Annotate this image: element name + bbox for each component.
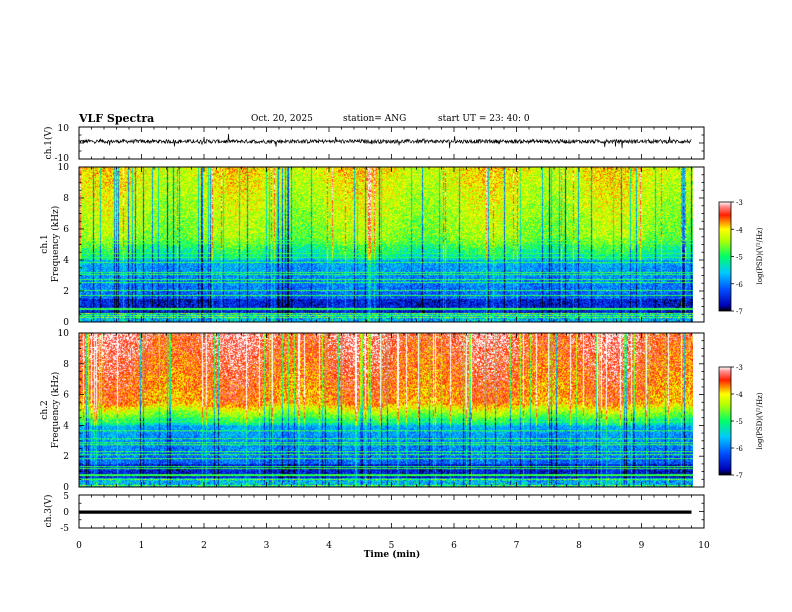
ch2-spectrogram-ylabel-channel: ch.2 [40, 400, 50, 419]
colorbar-ch1-gradient [718, 201, 732, 312]
ch1-spectrogram-ytick-label: 0 [63, 318, 69, 328]
ch2-spectrogram-ytick-label: 10 [58, 329, 70, 339]
ch1-spectrogram-ytick-label: 4 [63, 256, 69, 266]
colorbar-ch2-tick-label: -7 [736, 472, 743, 480]
ch2-spectrogram-panel: 0 2 4 6 8 10 ch.2 Frequency (kHz) [40, 329, 705, 493]
colorbar-ch2-tick-label: -5 [736, 418, 743, 426]
ch1-waveform-ylabel: ch.1(V) [43, 127, 54, 160]
colorbar-ch2-ticks: -3 -4 -5 -6 -7 [731, 364, 743, 480]
ch1-waveform-panel: 10 -10 ch.1(V) [43, 124, 705, 164]
colorbar-ch2: -3 -4 -5 -6 -7 log(PSD)(V²/Hz) [718, 364, 764, 480]
colorbar-ch1-label: log(PSD)(V²/Hz) [756, 227, 764, 284]
colorbar-ch1: -3 -4 -5 -6 -7 log(PSD)(V²/Hz) [718, 199, 764, 316]
date-label: Oct. 20, 2025 [251, 114, 313, 124]
x-axis-tick-label: 3 [264, 541, 270, 551]
ch3-ytick-bottom: -5 [60, 524, 69, 534]
colorbar-ch1-ticks: -3 -4 -5 -6 -7 [731, 199, 743, 316]
chart-title: VLF Spectra [79, 112, 155, 125]
colorbar-ch2-tick-label: -3 [736, 364, 743, 372]
colorbar-ch1-tick-label: -5 [736, 254, 743, 262]
ch2-spectrogram-ytick-label: 2 [63, 452, 69, 462]
ch3-waveform-panel: 5 0 -5 ch.3(V) [43, 492, 705, 534]
colorbar-ch1-tick-label: -7 [736, 308, 743, 316]
x-axis-tick-label: 2 [201, 541, 207, 551]
ch1-spectrogram-ytick-label: 8 [63, 194, 69, 204]
ch3-waveform-ylabel: ch.3(V) [43, 495, 54, 528]
ch3-ytick-mid: 0 [63, 508, 69, 518]
ch2-spectrogram-ytick-label: 8 [63, 360, 69, 370]
ch3-ytick-top: 5 [63, 492, 69, 502]
ch2-spectrogram-ticks: 0 2 4 6 8 10 [58, 329, 705, 493]
ch1-spectrogram-panel: 0 2 4 6 8 10 ch.1 Frequency (kHz) [40, 163, 705, 328]
x-axis-tick-label: 7 [514, 541, 520, 551]
x-axis-label: Time (min) [364, 549, 421, 560]
ch2-spectrogram-ytick-label: 6 [63, 391, 69, 401]
colorbar-ch2-gradient [718, 366, 732, 476]
start-time-label: start UT = 23: 40: 0 [438, 114, 530, 124]
x-axis-tick-label: 4 [326, 541, 332, 551]
ch1-spectrogram-ticks: 0 2 4 6 8 10 [58, 163, 705, 328]
ch1-spectrogram-ylabel-channel: ch.1 [40, 234, 50, 253]
colorbar-ch1-tick-label: -4 [736, 226, 743, 234]
ch1-waveform-ticks [78, 126, 705, 160]
colorbar-ch1-tick-label: -3 [736, 199, 743, 207]
ch1-ytick-top: 10 [58, 124, 70, 134]
x-axis-tick-label: 1 [139, 541, 145, 551]
x-axis-tick-label: 9 [639, 541, 645, 551]
ch2-spectrogram-ytick-label: 4 [63, 421, 69, 431]
station-label: station= ANG [343, 114, 407, 124]
x-axis-tick-label: 6 [451, 541, 457, 551]
colorbar-ch2-tick-label: -6 [736, 445, 743, 453]
x-axis-tick-label: 0 [76, 541, 82, 551]
colorbar-ch1-tick-label: -6 [736, 281, 743, 289]
colorbar-ch2-label: log(PSD)(V²/Hz) [756, 392, 764, 449]
ch1-spectrogram-ytick-label: 2 [63, 287, 69, 297]
ch1-spectrogram-ytick-label: 10 [58, 163, 70, 173]
colorbar-ch2-tick-label: -4 [736, 391, 743, 399]
ch1-waveform-trace [78, 133, 692, 149]
ch1-spectrogram-ytick-label: 6 [63, 225, 69, 235]
ch2-spectrogram-ytick-label: 0 [63, 483, 69, 493]
x-axis-tick-labels: 0 1 2 3 4 5 6 7 8 9 10 [76, 541, 710, 551]
x-axis-tick-label: 8 [576, 541, 582, 551]
x-axis-tick-label: 5 [389, 541, 395, 551]
ch1-spectrogram-image [79, 167, 693, 322]
ch1-spectrogram-ylabel-frequency: Frequency (kHz) [50, 206, 61, 283]
ch1-waveform-line [78, 133, 692, 149]
ch2-spectrogram-image [79, 333, 693, 487]
ch1-ytick-bottom: -10 [55, 154, 70, 164]
x-axis-tick-label: 10 [698, 541, 710, 551]
ch2-spectrogram-ylabel-frequency: Frequency (kHz) [50, 372, 61, 449]
ch3-waveform-ticks [78, 494, 705, 529]
